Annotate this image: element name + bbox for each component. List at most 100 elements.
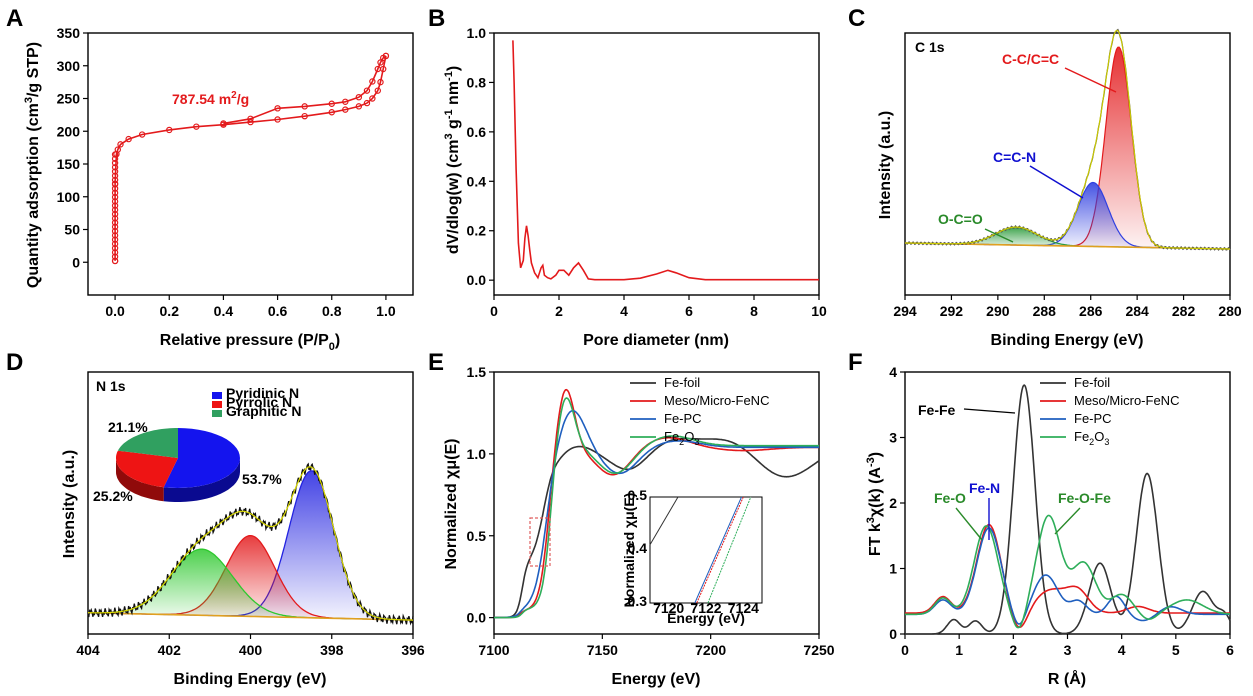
e-legend-label: Fe-foil [664, 375, 700, 390]
panel-d-pie: 53.7% 25.2% 21.1% [93, 419, 282, 504]
xanes-line-fe-pc [494, 409, 819, 619]
isotherm-adsorption-point [117, 141, 124, 148]
isotherm-desorption-point [274, 105, 281, 112]
panel-c-ylabel: Intensity (a.u.) [877, 111, 894, 219]
panel-f-ticks: 0 1 2 3 4 5 6 0 1 2 3 4 [889, 364, 1234, 658]
panel-d: D N 1s 404 402 400 398 396 53.7% 25.2% 21.1% P… [6, 349, 425, 688]
isotherm-low-pressure-point [111, 181, 119, 188]
ft-line-meso-micro-fenc [905, 523, 1230, 629]
isotherm-low-pressure-point [111, 159, 119, 167]
panel-label-f: F [848, 349, 863, 376]
peak-label-oco: O-C=O [938, 211, 983, 227]
inset-ytick-label: 0.4 [628, 540, 648, 556]
isotherm-low-pressure-point [111, 240, 119, 248]
ft-line-fe-pc [905, 527, 1230, 625]
panel-e-ylabel: Normalized χμ(E) [443, 438, 460, 569]
pie-slice-graphitic-n [117, 428, 178, 458]
inset-xlabel: Energy (eV) [667, 610, 745, 626]
a-ytick-label: 150 [57, 156, 81, 172]
isotherm-low-pressure-point [111, 257, 119, 265]
f-xtick-label: 2 [1009, 642, 1017, 658]
panel-a-xlabel: Relative pressure (P/P0) [160, 332, 340, 353]
isotherm-low-pressure-point [111, 227, 119, 235]
ann-fe-o-fe: Fe-O-Fe [1058, 490, 1111, 506]
inset-line-fe2o3 [707, 496, 752, 604]
isotherm-low-pressure-point [111, 193, 119, 201]
panel-c-title: C 1s [915, 39, 945, 55]
peak-fill-pyrrolic [96, 535, 405, 620]
e-ytick-label: 1.0 [467, 446, 487, 462]
f-ytick-label: 1 [889, 561, 897, 577]
peak-fill-ccn [916, 182, 1219, 249]
pie-value-pyridinic: 53.7% [242, 471, 282, 487]
inset-xtick-label: 7122 [690, 600, 721, 616]
pointer-ccn [1029, 165, 1084, 199]
panel-b-ticks: 0 2 4 6 8 10 0.0 0.2 0.4 0.6 0.8 1.0 [467, 25, 827, 319]
pie-side-pyrrolic-n [116, 458, 164, 502]
c-xtick-label: 280 [1218, 303, 1242, 319]
c-xtick-label: 292 [940, 303, 964, 319]
panel-b-frame [493, 32, 820, 296]
b-xtick-label: 2 [555, 303, 563, 319]
isotherm-adsorption-point [193, 123, 200, 130]
b-xtick-label: 4 [620, 303, 628, 319]
f-ytick-label: 4 [889, 364, 897, 380]
f-legend-label: Fe2O3 [1074, 429, 1109, 447]
panel-d-ticks: 404 402 400 398 396 [76, 634, 425, 658]
isotherm-low-pressure-point [111, 164, 119, 171]
b-ytick-label: 0.4 [467, 173, 487, 189]
panel-e-frame [493, 371, 820, 635]
a-ytick-label: 350 [57, 25, 81, 41]
b-xtick-label: 6 [685, 303, 693, 319]
isotherm-adsorption-point [369, 95, 376, 102]
c-xtick-label: 286 [1079, 303, 1103, 319]
ann-fe-n: Fe-N [969, 480, 1000, 496]
c-xtick-label: 288 [1033, 303, 1057, 319]
f-legend-label: Fe-PC [1074, 411, 1112, 426]
isotherm-desorption-line [223, 55, 387, 125]
a-ytick-label: 50 [64, 222, 80, 238]
isotherm-adsorption-point [328, 109, 335, 116]
isotherm-low-pressure-point [111, 189, 119, 197]
f-ytick-label: 3 [889, 430, 897, 446]
isotherm-adsorption-point [138, 131, 146, 138]
pie-value-graphitic: 21.1% [108, 419, 148, 435]
isotherm-low-pressure-point [111, 168, 119, 175]
pie-legend-swatch [212, 401, 222, 408]
isotherm-low-pressure-point [111, 206, 119, 214]
panel-e-xlabel: Energy (eV) [612, 671, 701, 688]
isotherm-adsorption-point [114, 146, 121, 153]
ft-line-fe-foil [905, 384, 1231, 635]
f-xtick-label: 5 [1172, 642, 1180, 658]
isotherm-desorption-point [301, 103, 308, 110]
panel-c-frame [904, 32, 1231, 296]
isotherm-desorption-point [363, 87, 371, 94]
f-xtick-label: 0 [901, 642, 909, 658]
isotherm-adsorption-point [342, 106, 349, 113]
baseline [87, 612, 414, 621]
d-xtick-label: 400 [239, 642, 263, 658]
panel-f-ylabel: FT k3χ(k) (A-3) [865, 452, 884, 556]
e-legend-label: Meso/Micro-FeNC [664, 393, 769, 408]
isotherm-low-pressure-point [111, 215, 119, 222]
panel-label-e: E [428, 349, 444, 376]
panel-c-ticks: 294 292 290 288 286 284 282 280 [893, 295, 1242, 319]
isotherm-low-pressure-point [111, 176, 119, 184]
isotherm-low-pressure-point [111, 253, 119, 260]
panel-d-spectrum [87, 462, 414, 626]
xanes-line-fe-foil [494, 437, 820, 619]
f-xtick-label: 3 [1064, 642, 1072, 658]
pie-legend-label: Pyrrolic N [226, 394, 292, 410]
e-xtick-label: 7250 [803, 642, 834, 658]
panel-c-xlabel: Binding Energy (eV) [991, 332, 1144, 349]
e-ytick-label: 1.5 [467, 364, 487, 380]
pointer-oco [984, 228, 1014, 243]
d-xtick-label: 404 [76, 642, 100, 658]
c-xtick-label: 282 [1172, 303, 1196, 319]
inset-ytick-label: 0.3 [628, 593, 648, 609]
panel-d-xlabel: Binding Energy (eV) [174, 671, 327, 688]
peak-label-cc: C-C/C=C [1002, 51, 1059, 67]
isotherm-desorption-point [382, 52, 390, 60]
f-xtick-label: 4 [1118, 642, 1126, 658]
